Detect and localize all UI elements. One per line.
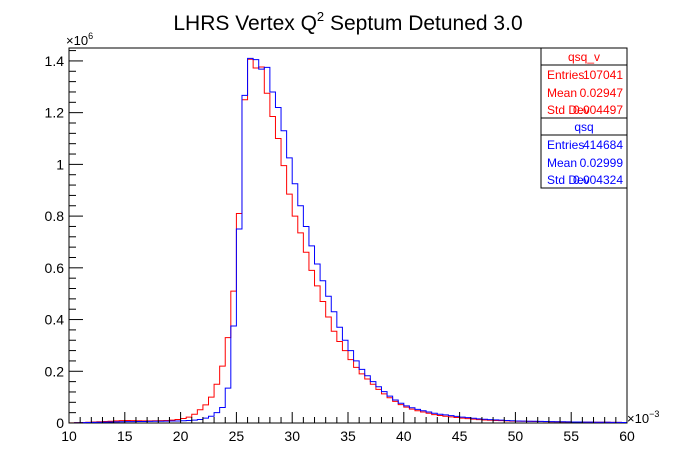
x-tick-label: 30 [284, 428, 300, 444]
x-tick-label: 35 [340, 428, 356, 444]
stats-qsq-std-label: Std Dev [547, 173, 590, 187]
y-tick-label: 0 [56, 415, 64, 431]
title-superscript: 2 [317, 9, 324, 24]
x-tick-label: 50 [508, 428, 524, 444]
stats-box-qsq_v-border [540, 47, 628, 119]
stats-qsq-mean-label: Mean [547, 156, 577, 170]
title-rest: Septum Detuned 3.0 [324, 12, 522, 35]
stats-box-qsq_v: qsq_v Entries 107041 Mean 0.02947 Std De… [540, 47, 628, 119]
y-tick-label: 1.2 [45, 105, 65, 121]
x-multiplier-base: ×10 [627, 411, 649, 426]
title-main: LHRS Vertex Q [173, 12, 317, 35]
stats-qsq-mean-value: 0.02999 [580, 156, 624, 170]
stats-qsq_v-mean-value: 0.02947 [580, 86, 624, 100]
stats-qsq-entries-value: 414684 [583, 138, 623, 152]
y-tick-label: 1 [56, 156, 64, 172]
x-tick-label: 45 [452, 428, 468, 444]
x-tick-label: 15 [117, 428, 133, 444]
stats-qsq_v-entries-label: Entries [547, 68, 584, 82]
stats-box-qsq-border [540, 117, 628, 189]
stats-qsq_v-std-label: Std Dev [547, 103, 590, 117]
x-multiplier-exponent: −3 [649, 409, 659, 419]
y-axis: 0 0.2 0.4 0.6 0.8 1 1.2 1.4 [45, 50, 83, 431]
stats-qsq-std-value: 0.004324 [573, 173, 623, 187]
x-tick-label: 40 [396, 428, 412, 444]
y-axis-multiplier: ×106 [66, 31, 93, 48]
stats-qsq_v-entries-value: 107041 [583, 68, 623, 82]
x-tick-label: 20 [173, 428, 189, 444]
y-tick-label: 0.4 [45, 312, 65, 328]
stats-qsq-entries-label: Entries [547, 138, 584, 152]
x-axis-multiplier: ×10−3 [627, 409, 659, 426]
stats-box-qsq: qsq Entries 414684 Mean 0.02999 Std Dev … [540, 117, 628, 189]
y-multiplier-base: ×10 [66, 33, 88, 48]
y-tick-label: 0.8 [45, 208, 65, 224]
chart-title: LHRS Vertex Q2 Septum Detuned 3.0 [173, 9, 522, 35]
x-tick-label: 55 [563, 428, 579, 444]
series-layer [69, 57, 627, 424]
x-tick-label: 60 [619, 428, 635, 444]
stats-qsq_v-mean-label: Mean [547, 86, 577, 100]
y-tick-label: 0.6 [45, 260, 65, 276]
y-tick-label: 1.4 [45, 53, 65, 69]
series-qsq-line [69, 57, 627, 424]
stats-qsq_v-std-value: 0.004497 [573, 103, 623, 117]
x-tick-label: 10 [61, 428, 77, 444]
x-axis: 10 15 20 25 30 35 40 45 50 55 60 [61, 412, 635, 444]
stats-qsq-title: qsq [574, 120, 593, 134]
y-multiplier-exponent: 6 [88, 31, 93, 41]
y-tick-label: 0.2 [45, 363, 65, 379]
stats-qsq_v-title: qsq_v [568, 50, 600, 64]
x-tick-label: 25 [229, 428, 245, 444]
